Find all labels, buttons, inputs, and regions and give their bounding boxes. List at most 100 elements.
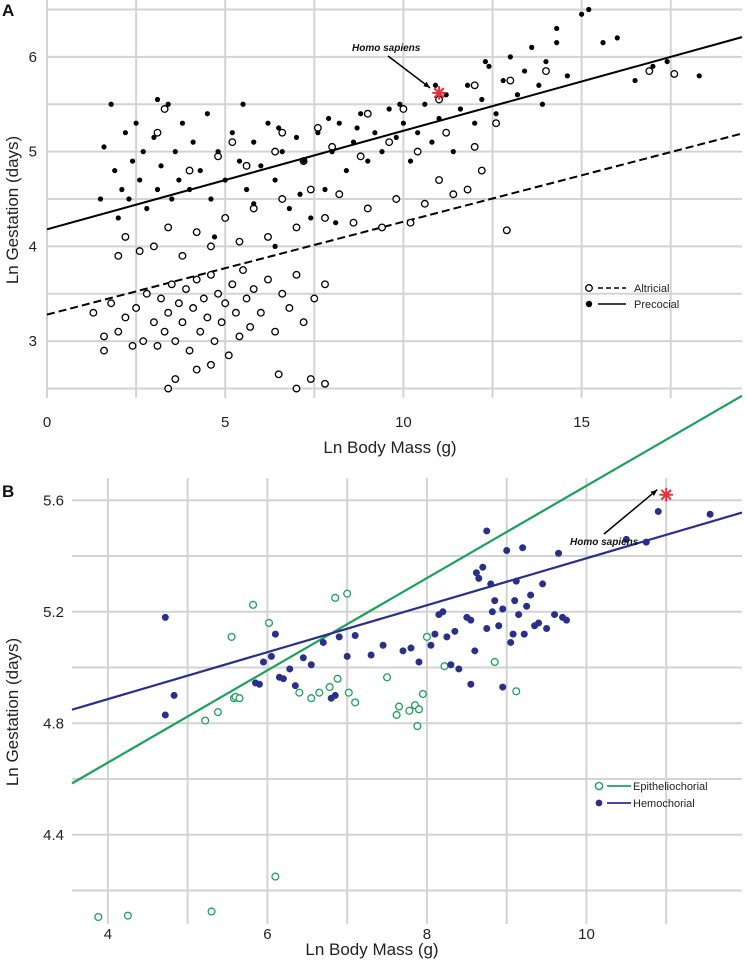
point-altricial (542, 67, 550, 76)
y-tick-label: 6 (29, 49, 37, 66)
point-altricial (149, 242, 158, 251)
point-hemochorial (512, 577, 520, 585)
point-hemochorial (161, 711, 169, 719)
y-tick-label: 4.4 (43, 827, 64, 844)
point-altricial (492, 119, 501, 128)
point-precocial (129, 158, 136, 164)
point-hemochorial (255, 680, 263, 688)
point-precocial (432, 82, 439, 88)
homo-sapiens-star-b-ray (660, 489, 672, 500)
point-altricial (246, 322, 255, 331)
point-altricial (271, 147, 280, 156)
point-hemochorial (622, 535, 630, 543)
legend-altricial-label: Altricial (634, 283, 669, 295)
point-altricial (135, 247, 144, 256)
point-precocial (365, 158, 371, 164)
point-precocial (140, 149, 146, 155)
point-hemochorial (271, 630, 279, 638)
annotation-arrowhead (423, 81, 431, 88)
point-precocial (137, 177, 143, 183)
point-hemochorial (563, 616, 571, 624)
point-hemochorial (523, 602, 531, 610)
point-altricial (506, 76, 515, 85)
point-epitheliochorial (392, 710, 401, 719)
point-precocial (176, 177, 182, 183)
point-precocial (186, 186, 193, 193)
point-altricial (470, 142, 479, 151)
point-epitheliochorial (227, 632, 236, 641)
point-altricial (206, 270, 215, 279)
point-precocial (521, 68, 528, 74)
point-hemochorial (551, 611, 559, 619)
point-epitheliochorial (331, 593, 340, 602)
point-hemochorial (455, 665, 463, 673)
point-altricial (321, 379, 329, 388)
point-altricial (114, 251, 123, 260)
point-altricial (242, 161, 251, 170)
point-precocial (293, 134, 300, 141)
point-altricial (292, 384, 301, 393)
point-hemochorial (555, 549, 563, 557)
panel-b-annotation: Homo sapiens (570, 487, 674, 548)
legend-precocial-marker (585, 300, 593, 308)
point-altricial (363, 204, 372, 213)
point-altricial (192, 275, 201, 284)
point-epitheliochorial (235, 694, 244, 703)
point-altricial (128, 341, 137, 350)
point-precocial (179, 120, 186, 126)
point-altricial (206, 360, 215, 369)
point-epitheliochorial (295, 688, 304, 697)
point-precocial (333, 220, 339, 226)
point-altricial (189, 304, 198, 312)
point-precocial (154, 96, 161, 103)
point-altricial (292, 270, 301, 279)
point-precocial (144, 205, 150, 212)
point-hemochorial (519, 544, 527, 552)
point-altricial (196, 327, 205, 336)
x-tick-label: 4 (104, 926, 112, 943)
point-hemochorial (286, 665, 294, 673)
homo-sapiens-star-a-ray (433, 87, 445, 99)
point-altricial (192, 365, 201, 374)
point-precocial (696, 73, 702, 79)
point-hemochorial (267, 652, 275, 660)
point-altricial (228, 280, 237, 289)
point-altricial (278, 195, 287, 203)
point-precocial (664, 58, 670, 65)
point-precocial (172, 149, 178, 155)
point-hemochorial (299, 654, 307, 662)
point-epitheliochorial (344, 688, 353, 697)
point-hemochorial (291, 682, 299, 690)
point-precocial (650, 63, 656, 69)
point-precocial (486, 63, 492, 69)
point-altricial (171, 375, 180, 383)
point-altricial (121, 232, 130, 241)
point-altricial (285, 304, 294, 312)
point-altricial (178, 318, 187, 327)
point-altricial (224, 351, 233, 360)
point-altricial (199, 294, 208, 303)
point-precocial (197, 167, 203, 174)
legend-epitheliochorial-marker (594, 781, 604, 791)
point-precocial (211, 234, 218, 240)
point-hemochorial (642, 538, 650, 546)
point-epitheliochorial (343, 589, 352, 598)
point-altricial (89, 308, 98, 317)
point-altricial (502, 226, 511, 235)
point-precocial (543, 58, 549, 65)
point-precocial (215, 149, 221, 155)
point-precocial (101, 144, 107, 150)
y-tick-label: 4 (29, 238, 37, 255)
panel-b-ticks: 4 6 8 10 4.4 4.8 5.2 5.6 (43, 492, 595, 943)
y-tick-label: 5.2 (43, 604, 64, 621)
point-precocial (301, 158, 307, 164)
point-precocial (539, 101, 546, 107)
point-epitheliochorial (333, 674, 342, 683)
point-altricial (470, 81, 479, 90)
point-hemochorial (539, 580, 547, 588)
point-altricial (477, 166, 486, 175)
point-precocial (240, 101, 246, 107)
point-altricial (174, 299, 183, 308)
